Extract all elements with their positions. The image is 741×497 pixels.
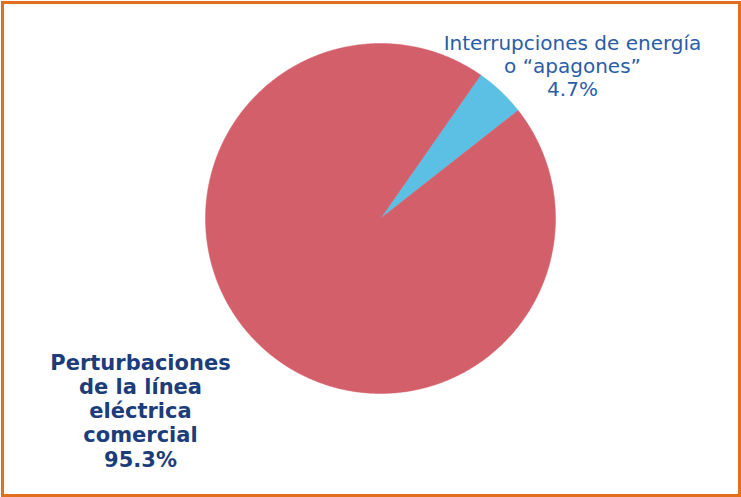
svg-text:Interrupciones de energíao “ap: Interrupciones de energíao “apagones”4.7… <box>444 31 702 101</box>
svg-text:Perturbacionesde la líneaeléct: Perturbacionesde la líneaeléctricacomerc… <box>50 351 230 472</box>
